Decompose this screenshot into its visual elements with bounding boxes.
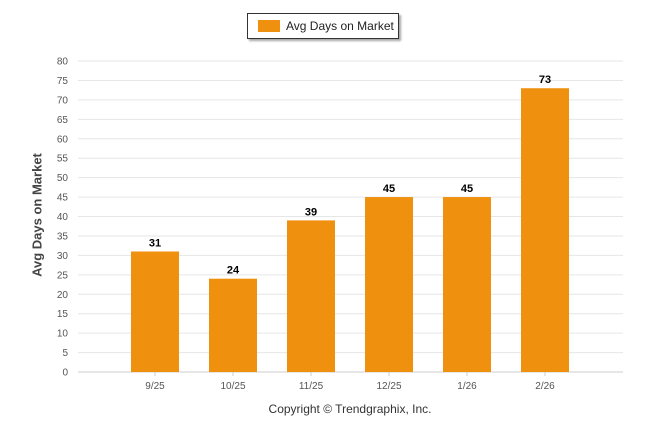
data-label: 45 (461, 183, 473, 195)
legend-swatch (258, 20, 280, 32)
y-tick-label: 15 (57, 309, 69, 320)
y-tick-label: 25 (57, 270, 69, 281)
y-tick-label: 45 (57, 193, 69, 204)
x-tick-label: 2/26 (535, 381, 555, 392)
bar (131, 251, 179, 372)
y-tick-label: 50 (57, 173, 69, 184)
x-tick-label: 11/25 (299, 381, 324, 392)
data-label: 45 (383, 183, 395, 195)
x-axis-ticks: 9/25 10/25 11/25 12/25 1/26 2/26 (145, 372, 555, 392)
y-axis-ticks: 0 5 10 15 20 25 30 35 40 45 50 55 60 65 70 75 80 (57, 57, 69, 379)
bar (287, 220, 335, 372)
y-tick-label: 10 (57, 329, 69, 340)
y-tick-label: 0 (62, 368, 68, 379)
legend-label: Avg Days on Market (286, 19, 394, 33)
y-tick-label: 70 (57, 95, 69, 106)
x-tick-label: 9/25 (145, 381, 165, 392)
bar (365, 197, 413, 372)
y-tick-label: 5 (62, 348, 68, 359)
data-label: 39 (305, 206, 317, 218)
data-labels: 31 24 39 45 45 73 (149, 74, 551, 276)
y-tick-label: 30 (57, 251, 69, 262)
y-axis-label: Avg Days on Market (29, 153, 45, 277)
y-tick-label: 40 (57, 212, 69, 223)
y-tick-label: 60 (57, 134, 69, 145)
y-tick-label: 20 (57, 290, 69, 301)
copyright-text: Copyright © Trendgraphix, Inc. (268, 402, 432, 416)
bars (131, 88, 569, 373)
y-tick-label: 80 (57, 57, 69, 68)
data-label: 73 (539, 74, 551, 86)
y-tick-label: 75 (57, 76, 69, 87)
bar (209, 278, 257, 372)
x-tick-label: 1/26 (457, 381, 477, 392)
x-tick-label: 12/25 (376, 381, 401, 392)
bar (443, 197, 491, 372)
data-label: 31 (149, 237, 161, 249)
legend[interactable]: Avg Days on Market (247, 13, 399, 39)
data-label: 24 (227, 265, 240, 277)
y-tick-label: 55 (57, 154, 69, 165)
x-tick-label: 10/25 (220, 381, 245, 392)
y-tick-label: 65 (57, 115, 69, 126)
y-tick-label: 35 (57, 231, 69, 242)
bar (521, 88, 569, 373)
